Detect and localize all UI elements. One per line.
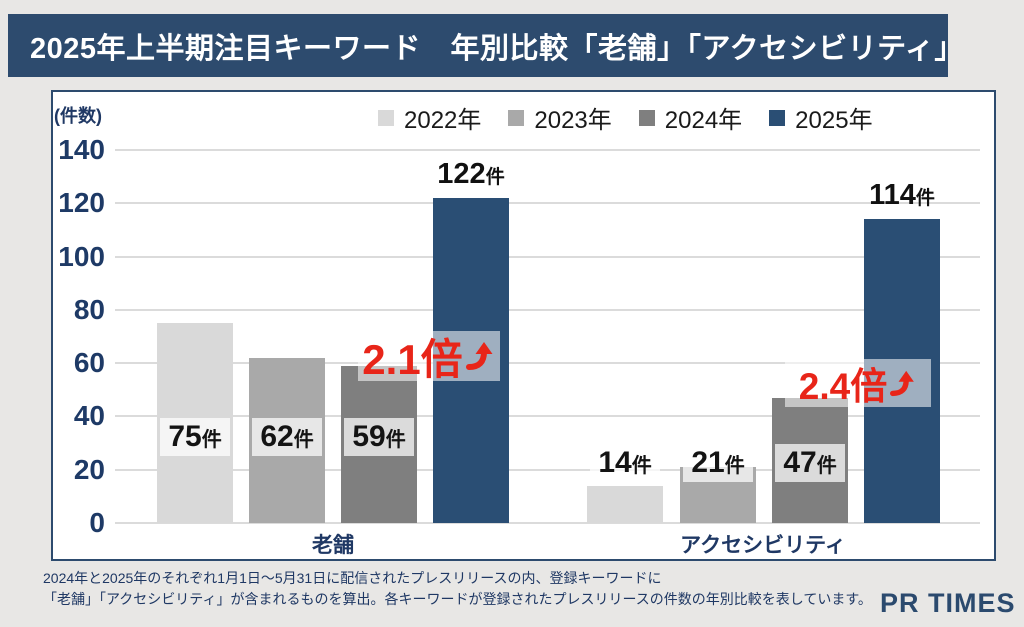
category-label-老舗: 老舗 xyxy=(312,534,354,557)
curved-up-arrow-icon xyxy=(465,342,493,370)
gridline xyxy=(115,415,980,418)
gridline xyxy=(115,202,980,205)
title-banner: 2025年上半期注目キーワード 年別比較「老舗」「アクセシビリティ」 xyxy=(8,14,963,77)
y-axis-tick-label: 100 xyxy=(58,240,105,272)
page-title: 2025年上半期注目キーワード 年別比較「老舗」「アクセシビリティ」 xyxy=(30,32,964,65)
legend-swatch-icon xyxy=(638,109,655,126)
pr-times-logo: PR TIMES xyxy=(880,588,1016,618)
bar-value-label: 59件 xyxy=(344,418,414,456)
bar-value-label: 14件 xyxy=(590,444,660,482)
gridline xyxy=(115,362,980,365)
legend-item-2023年: 2023年 xyxy=(508,100,612,135)
y-axis-tick-label: 60 xyxy=(73,347,105,379)
annotation-multiplier-text: 2.4倍 xyxy=(775,359,941,407)
footnote-line-1: 2024年と2025年のそれぞれ1月1日～5月31日に配信されたプレスリリースの… xyxy=(43,570,662,586)
legend-label: 2022年 xyxy=(404,107,482,134)
bar-value-label: 75件 xyxy=(160,418,230,456)
y-axis-tick-label: 20 xyxy=(73,453,105,485)
legend-label: 2023年 xyxy=(534,107,612,134)
y-axis-tick-label: 80 xyxy=(73,293,105,325)
legend-item-2024年: 2024年 xyxy=(638,100,743,135)
annotation-multiplier-text: 2.1倍 xyxy=(348,331,510,383)
gridline xyxy=(115,522,980,524)
legend-label: 2025年 xyxy=(795,107,873,134)
footnote: 2024年と2025年のそれぞれ1月1日～5月31日に配信されたプレスリリースの… xyxy=(43,568,872,610)
bar-value-label: 122件 xyxy=(437,158,505,190)
y-axis-tick-label: 120 xyxy=(58,187,105,219)
gridline xyxy=(115,149,980,151)
curved-up-arrow-icon xyxy=(890,370,915,396)
footnote-line-2: 「老舗」「アクセシビリティ」が含まれるものを算出。各キーワードが登録されたプレス… xyxy=(43,591,872,607)
gridline xyxy=(115,255,980,258)
legend: 2022年 2023年 2024年 2025年 xyxy=(378,100,873,135)
bar-value-label: 47件 xyxy=(775,444,845,482)
legend-label: 2024年 xyxy=(664,107,743,134)
y-axis-unit-label: (件数) xyxy=(54,106,102,126)
bar-value-label: 21件 xyxy=(683,444,753,482)
legend-swatch-icon xyxy=(769,109,786,126)
legend-item-2025年: 2025年 xyxy=(769,100,873,135)
gridline xyxy=(115,308,980,311)
annotation-highlight-box xyxy=(358,331,500,381)
bar-value-label: 62件 xyxy=(252,418,322,456)
y-axis-tick-label: 0 xyxy=(89,507,105,538)
category-label-アクセシビリティ: アクセシビリティ xyxy=(680,534,846,557)
legend-swatch-icon xyxy=(378,109,394,126)
bar-value-label: 114件 xyxy=(869,179,935,211)
legend-item-2022年: 2022年 xyxy=(378,100,481,135)
gridline xyxy=(115,468,980,471)
y-axis-tick-label: 140 xyxy=(58,134,105,165)
y-axis-tick-label: 40 xyxy=(73,400,105,432)
legend-swatch-icon xyxy=(508,109,525,126)
bar-2022年-アクセシビリティ xyxy=(587,486,663,523)
